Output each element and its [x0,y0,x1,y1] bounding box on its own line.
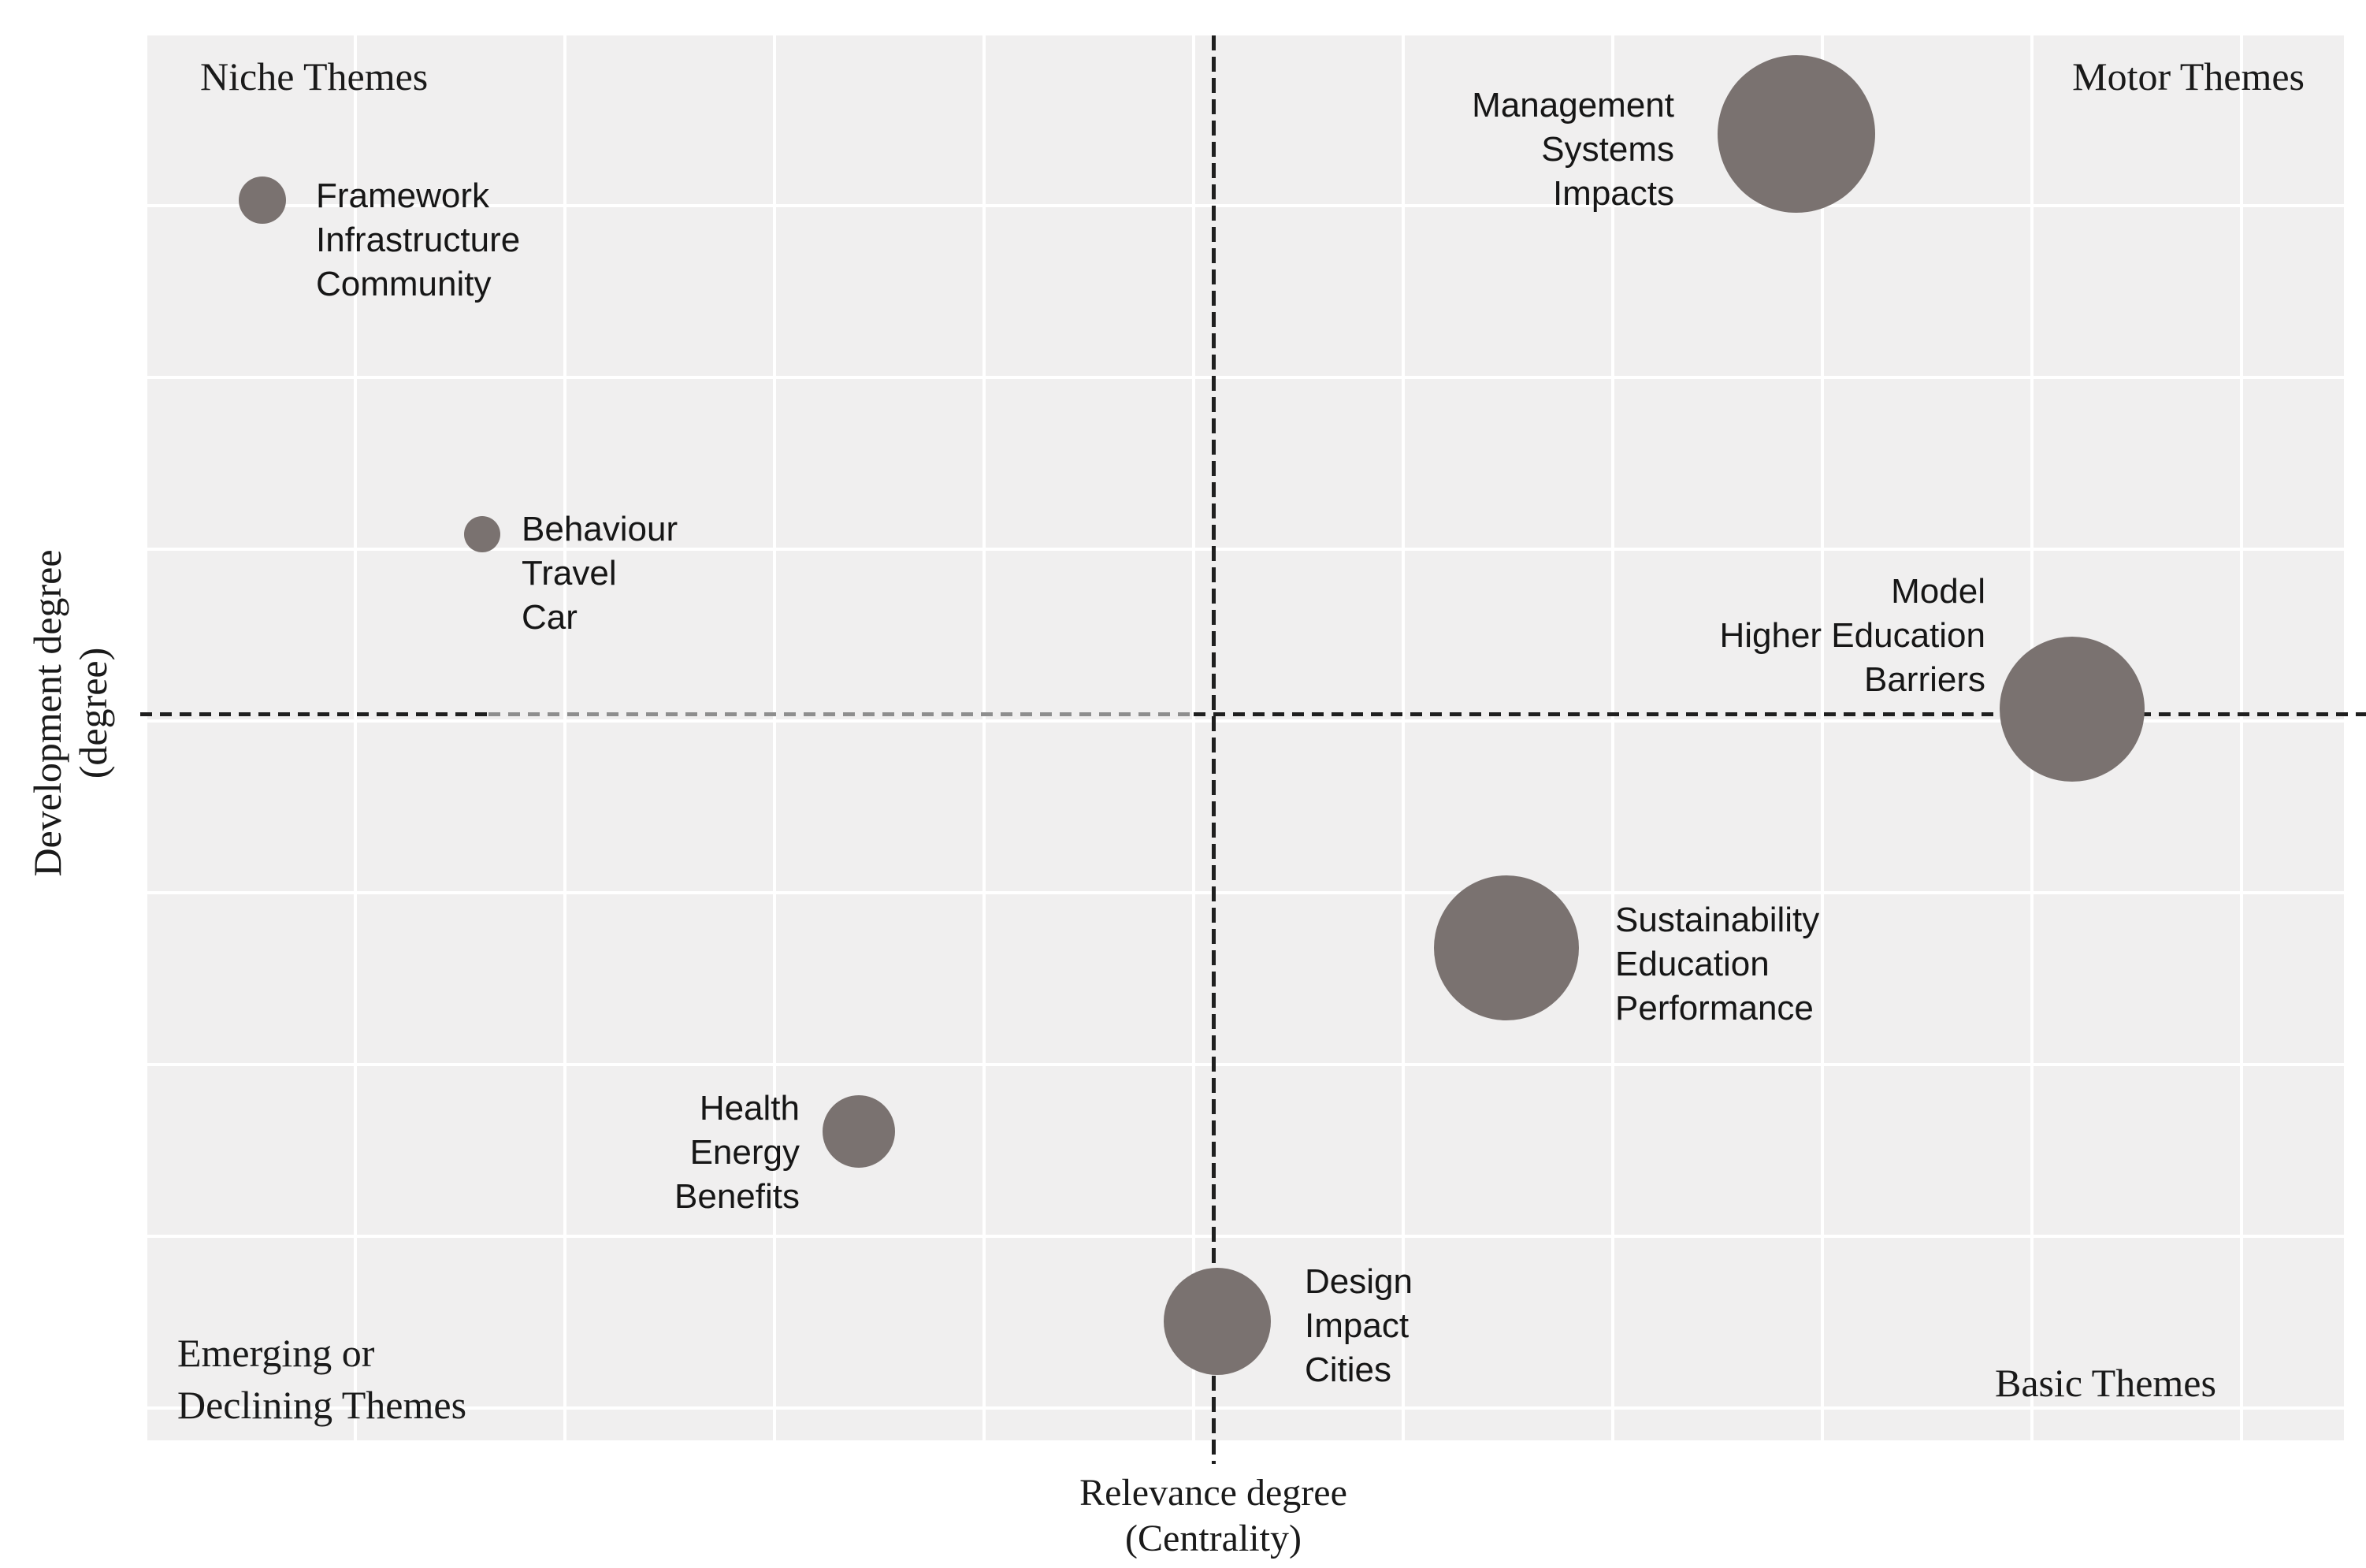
quadrant-label-motor-themes: Motor Themes [2072,54,2305,98]
bubble-model [2000,637,2145,782]
bubble-behaviour [464,516,500,552]
horizontal-divider-segment-1 [140,712,488,716]
y-axis-label: Development degree (degree) [25,549,115,877]
quadrant-label-emerging-declining-themes: Emerging or Declining Themes [177,1331,467,1427]
bubble-health [823,1095,895,1168]
bubble-label-model: Model Higher Education Barriers [1719,572,1985,699]
plot-area [147,35,2344,1440]
horizontal-divider-segment-2 [488,712,1194,716]
bubble-framework [239,176,286,224]
bubble-label-framework: Framework Infrastructure Community [316,176,521,303]
bubble-label-management: Management Systems Impacts [1472,86,1674,213]
horizontal-divider-segment-3 [1194,712,2366,716]
bubble-label-design: Design Impact Cities [1305,1262,1413,1389]
vertical-divider [1212,35,1216,1464]
bubble-label-health: Health Energy Benefits [674,1089,800,1216]
quadrant-label-niche-themes: Niche Themes [200,54,429,98]
bubble-management [1718,55,1875,213]
bubble-label-sustainability: Sustainability Education Performance [1615,901,1820,1027]
x-axis-label: Relevance degree (Centrality) [1079,1472,1347,1559]
bubble-design [1164,1268,1271,1375]
bubble-label-behaviour: Behaviour Travel Car [522,510,678,637]
bubble-sustainability [1434,875,1579,1020]
quadrant-label-basic-themes: Basic Themes [1995,1361,2216,1405]
